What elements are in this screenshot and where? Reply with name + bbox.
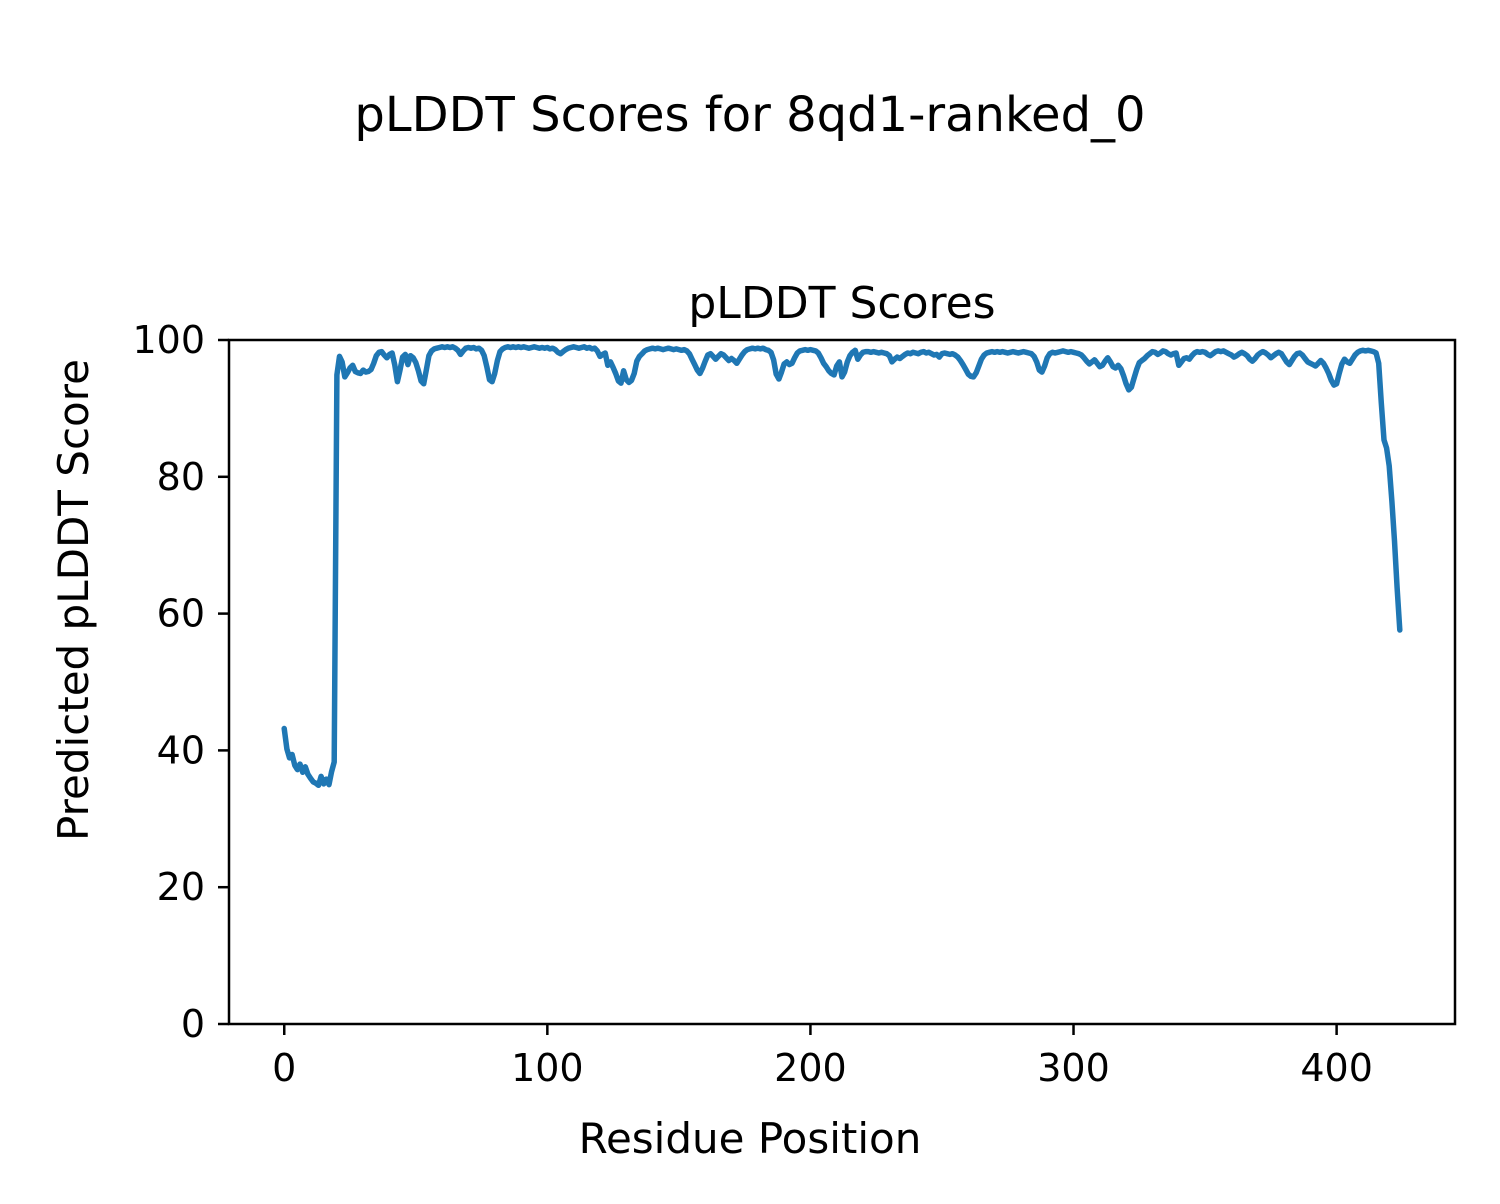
figure-title: pLDDT Scores for 8qd1-ranked_0 — [354, 87, 1145, 143]
y-tick-label-0: 0 — [181, 1002, 205, 1046]
y-tick-label-4: 80 — [157, 455, 205, 499]
plddt-line — [281, 344, 1403, 789]
x-axis-label: Residue Position — [579, 1114, 922, 1163]
y-tick-label-1: 20 — [157, 865, 205, 909]
y-axis-ticks: 0 20 40 60 80 100 — [132, 318, 229, 1046]
plot-frame — [227, 338, 1457, 1026]
plddt-series-line — [281, 344, 1403, 789]
x-tick-label-4: 400 — [1300, 1046, 1373, 1090]
x-tick-label-2: 200 — [774, 1046, 847, 1090]
y-tick-label-3: 60 — [157, 592, 205, 636]
axes-title: pLDDT Scores — [688, 278, 995, 329]
y-axis-label: Predicted pLDDT Score — [49, 359, 98, 841]
x-tick-label-1: 100 — [511, 1046, 584, 1090]
x-axis-ticks: 0 100 200 300 400 — [272, 1024, 1373, 1090]
x-tick-label-0: 0 — [272, 1046, 296, 1090]
y-tick-label-2: 40 — [157, 728, 205, 772]
x-tick-label-3: 300 — [1037, 1046, 1110, 1090]
y-tick-label-5: 100 — [132, 318, 205, 362]
